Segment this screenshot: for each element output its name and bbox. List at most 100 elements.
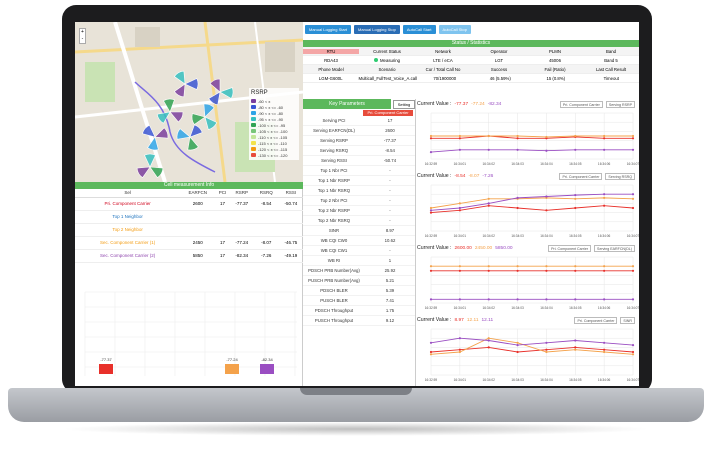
trend-point	[603, 196, 606, 199]
status-header: Band	[605, 48, 617, 54]
map-zoom-control[interactable]: + -	[79, 28, 86, 44]
toolbar-button[interactable]: AutoCall Start	[402, 24, 436, 34]
status-header: PLMN	[549, 48, 561, 54]
legend-label: -115 < x <= -110	[258, 140, 287, 146]
legend-label: -110 < x <= -105	[258, 134, 288, 140]
cell-sector-icon[interactable]	[204, 116, 218, 130]
key-param-value: 5.39	[385, 288, 395, 293]
cell-sector-icon[interactable]	[219, 87, 234, 99]
key-param-row: Serving RSSI -50.74	[303, 156, 415, 166]
cell-sector-icon[interactable]	[154, 127, 169, 139]
current-value: -8.07	[468, 173, 480, 179]
legend-swatch	[251, 153, 256, 157]
legend-label: -120 < x <= -115	[258, 146, 288, 152]
trend-point	[545, 209, 548, 212]
key-param-row: Serving PCI 17	[303, 116, 415, 126]
cell-sector-icon[interactable]	[209, 78, 221, 93]
cell-pci	[215, 210, 230, 224]
left-pane: + - RSRP -60 < x -80 < x <= -60 -90 < x <=…	[75, 22, 303, 386]
key-param-row: PUSCH Throughput 9.12	[303, 316, 415, 326]
key-param-name: PUSCH PRB Number(Avg)	[308, 278, 360, 283]
cell-table-row[interactable]: Pri. Component Carrier 2600 17 -77.37 -8.54-…	[75, 197, 303, 211]
cell-sector-icon[interactable]	[163, 98, 175, 113]
cell-sector-icon[interactable]	[149, 166, 164, 179]
trend-point	[429, 353, 433, 356]
trend-point	[429, 211, 433, 214]
key-parameters-panel: Key Parameters Setting Pri. Component Ca…	[303, 99, 416, 386]
trend-point	[516, 341, 519, 344]
key-param-value: -	[389, 178, 391, 183]
key-param-name: WB RI	[327, 258, 341, 263]
key-param-name: Serving PCI	[322, 118, 346, 123]
cell-sector-icon[interactable]	[142, 124, 156, 138]
cell-table-row[interactable]: Sec. Component Carrier (1) 2450 17 -77.24 -8…	[75, 236, 303, 250]
key-param-name: WB CQI CW0	[320, 238, 348, 243]
carrier-dropdown[interactable]: Pri. Component Carrier	[548, 244, 592, 252]
trend-point	[429, 341, 433, 344]
trend-point	[516, 196, 519, 199]
trend-chart: Current Value :2600.00 2450.00 5850.00 Pri.…	[417, 243, 639, 315]
cell-sector-icon[interactable]	[189, 124, 203, 138]
key-param-name: Serving RSSI	[321, 158, 347, 163]
trend-point	[487, 269, 490, 272]
current-value: 12.11	[481, 317, 494, 323]
rsrp-bar	[99, 364, 113, 374]
cell-rsrp	[229, 223, 254, 237]
cell-sector-icon[interactable]	[136, 166, 151, 179]
key-param-value: 5.21	[385, 278, 395, 283]
cell-rsrp: -82.34	[229, 249, 254, 263]
trend-chart: Current Value :8.97 12.11 12.11 Pri. Compon…	[417, 315, 639, 386]
key-param-row: PUSCH PRB Number(Avg) 5.21	[303, 276, 415, 286]
metric-dropdown[interactable]: Serving RSRP	[605, 100, 635, 108]
setting-button[interactable]: Setting	[393, 99, 415, 109]
cell-sector-icon[interactable]	[173, 70, 186, 85]
time-tick-label: 16:34:06	[598, 162, 611, 166]
trend-chart-canvas: 16:32:59 16:34:01 16:34:02 16:34:03 16:34:04…	[425, 256, 639, 310]
toolbar-button[interactable]: AutoCall Stop	[438, 24, 471, 34]
cell-sector-icon[interactable]	[187, 136, 199, 151]
trend-point	[545, 195, 548, 198]
cell-sector-icon[interactable]	[144, 153, 156, 168]
map-legend: RSRP -60 < x -80 < x <= -60 -90 < x <= -80…	[249, 88, 299, 160]
map-view[interactable]: + - RSRP -60 < x -80 < x <= -60 -90 < x <=…	[75, 22, 303, 182]
metric-dropdown[interactable]: Serving RSRQ	[605, 172, 635, 180]
time-tick-label: 16:34:07	[627, 162, 639, 166]
key-param-row: WB CQI CW1 -	[303, 246, 415, 256]
cell-sector-icon[interactable]	[169, 111, 184, 123]
trend-point	[574, 197, 577, 200]
toolbar-button[interactable]: Manual Logging Start	[305, 24, 352, 34]
legend-title: RSRP	[251, 90, 268, 96]
cell-table-row[interactable]: Top 2 Neighbor	[75, 223, 303, 237]
cell-sector-icon[interactable]	[173, 83, 186, 98]
carrier-dropdown[interactable]: Pri. Component Carrier	[559, 100, 603, 108]
cell-table-row[interactable]: Sec. Component Carrier (2) 5850 17 -82.34 -7…	[75, 249, 303, 263]
zoom-in-button[interactable]: +	[81, 29, 84, 35]
rsrp-bar	[260, 364, 274, 374]
trend-point	[574, 339, 577, 342]
cell-sector-icon[interactable]	[176, 128, 191, 140]
time-tick-label: 16:32:59	[425, 162, 438, 166]
key-param-row: Top 1 Nbr RSRQ -	[303, 186, 415, 196]
cell-table-row[interactable]: Top 1 Neighbor	[75, 210, 303, 224]
key-param-value: 7.41	[385, 298, 395, 303]
carrier-tag: Pri. Component Carrier	[363, 110, 413, 116]
zoom-out-button[interactable]: -	[81, 36, 84, 42]
key-param-row: PDSCH Throughput 1.75	[303, 306, 415, 316]
cell-sector-icon[interactable]	[203, 103, 215, 118]
trend-point	[458, 348, 461, 351]
cell-sector-icon[interactable]	[156, 111, 171, 124]
key-param-value: 17	[387, 118, 393, 123]
current-value: -77.24	[471, 101, 485, 107]
cell-sector-icon[interactable]	[184, 78, 199, 90]
carrier-dropdown[interactable]: Pri. Component Carrier	[574, 316, 618, 324]
cell-info-title: Cell measurement Info	[75, 182, 303, 189]
trend-point	[603, 148, 606, 151]
cell-earfcn: 2450	[180, 236, 216, 250]
cell-rssi: -50.74	[278, 197, 303, 211]
toolbar-button[interactable]: Manual Logging Stop	[354, 24, 400, 34]
metric-dropdown[interactable]: SINR	[620, 316, 635, 324]
cell-sector-icon[interactable]	[147, 136, 159, 151]
metric-dropdown[interactable]: Serving EARFCN(DL)	[594, 244, 635, 252]
cell-sector-icon[interactable]	[208, 91, 221, 106]
carrier-dropdown[interactable]: Pri. Component Carrier	[559, 172, 603, 180]
